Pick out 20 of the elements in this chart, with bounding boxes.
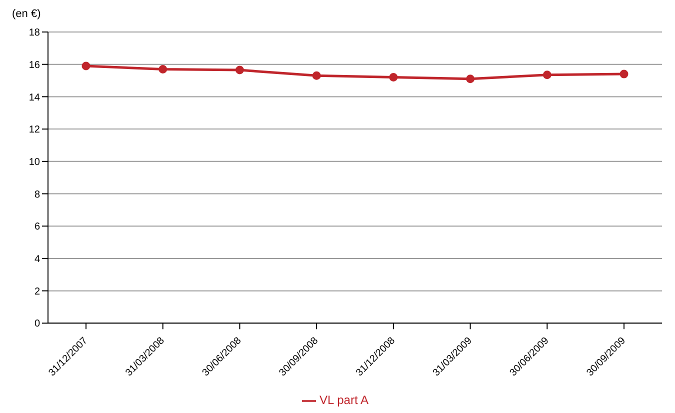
- y-tick-label: 0: [34, 318, 40, 330]
- point: [620, 70, 628, 78]
- y-tick-label: 4: [34, 254, 40, 266]
- y-tick-label: 12: [28, 124, 40, 136]
- point: [82, 62, 90, 70]
- point: [389, 73, 398, 82]
- y-tick-label: 18: [28, 28, 40, 39]
- y-tick-label: 8: [34, 189, 40, 200]
- y-axis-title: (en €): [12, 8, 41, 20]
- point: [312, 71, 321, 80]
- point: [158, 64, 168, 74]
- y-tick-label: 2: [34, 286, 40, 298]
- y-tick-label: 10: [28, 156, 40, 168]
- point: [542, 70, 552, 80]
- point: [235, 66, 244, 74]
- point: [466, 74, 475, 84]
- y-tick-label: 6: [34, 222, 40, 233]
- y-tick-label: 16: [28, 60, 40, 71]
- legend-label: VL part A: [320, 393, 368, 408]
- y-tick-label: 14: [28, 92, 40, 104]
